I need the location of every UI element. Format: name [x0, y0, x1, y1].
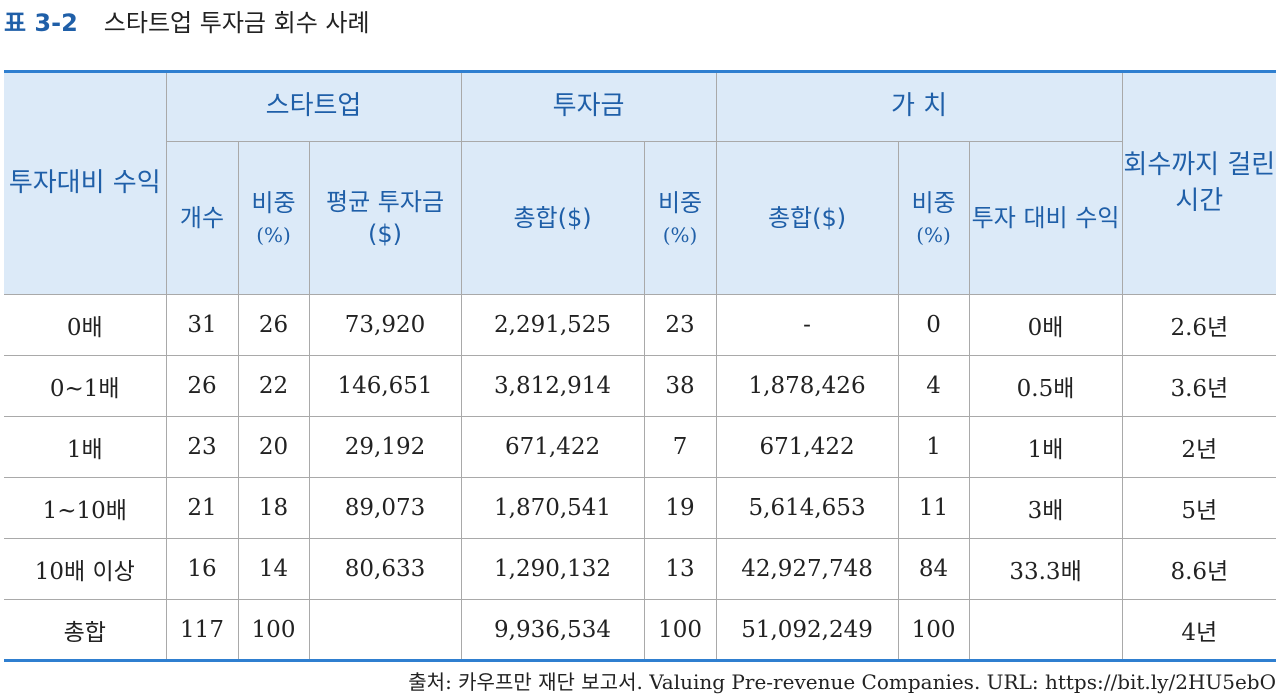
table-row: 0배 31 26 73,920 2,291,525 23 - 0 0배 2.6년 [4, 294, 1277, 356]
cell-avg-investment: 73,920 [308, 294, 462, 356]
cell-investment-share: 19 [643, 477, 717, 539]
header-share-unit: (%) [256, 222, 291, 247]
cell-avg-investment: 89,073 [308, 477, 462, 539]
header-investment-total: 총합($) [460, 141, 645, 295]
cell-time: 3.6년 [1121, 355, 1277, 417]
cell-value-total: 51,092,249 [715, 599, 899, 661]
cell-value-return: 0배 [968, 294, 1123, 356]
cell-value-total: 42,927,748 [715, 538, 899, 600]
cell-time: 4년 [1121, 599, 1277, 661]
cell-investment-total: 1,870,541 [460, 477, 645, 539]
header-investment: 투자금 [460, 71, 717, 142]
cell-value-return: 0.5배 [968, 355, 1123, 417]
header-share-label: 비중 [657, 189, 703, 218]
header-startup: 스타트업 [165, 71, 462, 142]
cell-value-total: 671,422 [715, 416, 899, 478]
cell-value-total: - [715, 294, 899, 356]
cell-investment-share: 100 [643, 599, 717, 661]
cell-investment-total: 3,812,914 [460, 355, 645, 417]
table-caption: 표 3-2 스타트업 투자금 회수 사례 [4, 2, 370, 38]
cell-avg-investment: 80,633 [308, 538, 462, 600]
cell-value-return: 1배 [968, 416, 1123, 478]
cell-investment-share: 7 [643, 416, 717, 478]
cell-multiple: 총합 [4, 599, 167, 661]
table-row: 1~10배 21 18 89,073 1,870,541 19 5,614,65… [4, 477, 1277, 539]
cell-multiple: 0배 [4, 294, 167, 356]
cell-multiple: 1배 [4, 416, 167, 478]
cell-share: 18 [237, 477, 310, 539]
header-value-return: 투자 대비 수익 [968, 141, 1123, 295]
table-row: 10배 이상 16 14 80,633 1,290,132 13 42,927,… [4, 538, 1277, 600]
exit-cases-table: 투자대비 수익 스타트업 투자금 가 치 회수까지 걸린 시간 개수 비중 (%… [4, 70, 1277, 662]
cell-time: 5년 [1121, 477, 1277, 539]
header-count: 개수 [166, 141, 239, 295]
cell-value-return [968, 599, 1123, 661]
cell-share: 14 [237, 538, 310, 600]
cell-avg-investment [308, 599, 462, 661]
cell-value-share: 100 [897, 599, 970, 661]
header-value-share: 비중 (%) [897, 141, 970, 295]
cell-value-share: 0 [897, 294, 970, 356]
cell-investment-share: 13 [643, 538, 717, 600]
cell-value-share: 4 [897, 355, 970, 417]
cell-time: 8.6년 [1121, 538, 1277, 600]
source-note: 출처: 카우프만 재단 보고서. Valuing Pre-revenue Com… [408, 670, 1276, 694]
header-time-to-exit: 회수까지 걸린 시간 [1121, 71, 1277, 295]
cell-count: 16 [165, 538, 239, 600]
cell-count: 117 [165, 599, 239, 661]
header-share-label: 비중 [251, 189, 296, 218]
table-row-total: 총합 117 100 9,936,534 100 51,092,249 100 … [4, 599, 1277, 661]
cell-avg-investment: 146,651 [308, 355, 462, 417]
cell-count: 21 [165, 477, 239, 539]
cell-investment-total: 671,422 [460, 416, 645, 478]
header-value-total: 총합($) [715, 141, 899, 295]
cell-time: 2.6년 [1121, 294, 1277, 356]
header-avg-investment: 평균 투자금($) [308, 141, 462, 295]
cell-value-share: 1 [897, 416, 970, 478]
cell-value-share: 11 [897, 477, 970, 539]
cell-multiple: 0~1배 [4, 355, 167, 417]
table-row: 0~1배 26 22 146,651 3,812,914 38 1,878,42… [4, 355, 1277, 417]
cell-value-total: 5,614,653 [715, 477, 899, 539]
cell-time: 2년 [1121, 416, 1277, 478]
cell-share: 20 [237, 416, 310, 478]
header-investment-share: 비중 (%) [643, 141, 717, 295]
cell-investment-total: 1,290,132 [460, 538, 645, 600]
cell-count: 31 [165, 294, 239, 356]
header-startup-share: 비중 (%) [237, 141, 310, 295]
cell-count: 26 [165, 355, 239, 417]
cell-investment-total: 2,291,525 [460, 294, 645, 356]
cell-avg-investment: 29,192 [308, 416, 462, 478]
table-number: 표 3-2 [4, 8, 78, 37]
cell-count: 23 [165, 416, 239, 478]
cell-investment-share: 38 [643, 355, 717, 417]
cell-value-return: 3배 [968, 477, 1123, 539]
cell-share: 22 [237, 355, 310, 417]
cell-value-total: 1,878,426 [715, 355, 899, 417]
cell-value-share: 84 [897, 538, 970, 600]
header-share-unit: (%) [916, 222, 951, 247]
header-value: 가 치 [715, 71, 1123, 142]
cell-investment-share: 23 [643, 294, 717, 356]
header-share-label: 비중 [911, 189, 956, 218]
cell-share: 26 [237, 294, 310, 356]
header-share-unit: (%) [662, 222, 698, 247]
cell-multiple: 10배 이상 [4, 538, 167, 600]
header-return-multiple: 투자대비 수익 [4, 71, 167, 295]
cell-share: 100 [237, 599, 310, 661]
cell-multiple: 1~10배 [4, 477, 167, 539]
table-row: 1배 23 20 29,192 671,422 7 671,422 1 1배 2… [4, 416, 1277, 478]
cell-value-return: 33.3배 [968, 538, 1123, 600]
table-title: 스타트업 투자금 회수 사례 [103, 8, 370, 37]
cell-investment-total: 9,936,534 [460, 599, 645, 661]
